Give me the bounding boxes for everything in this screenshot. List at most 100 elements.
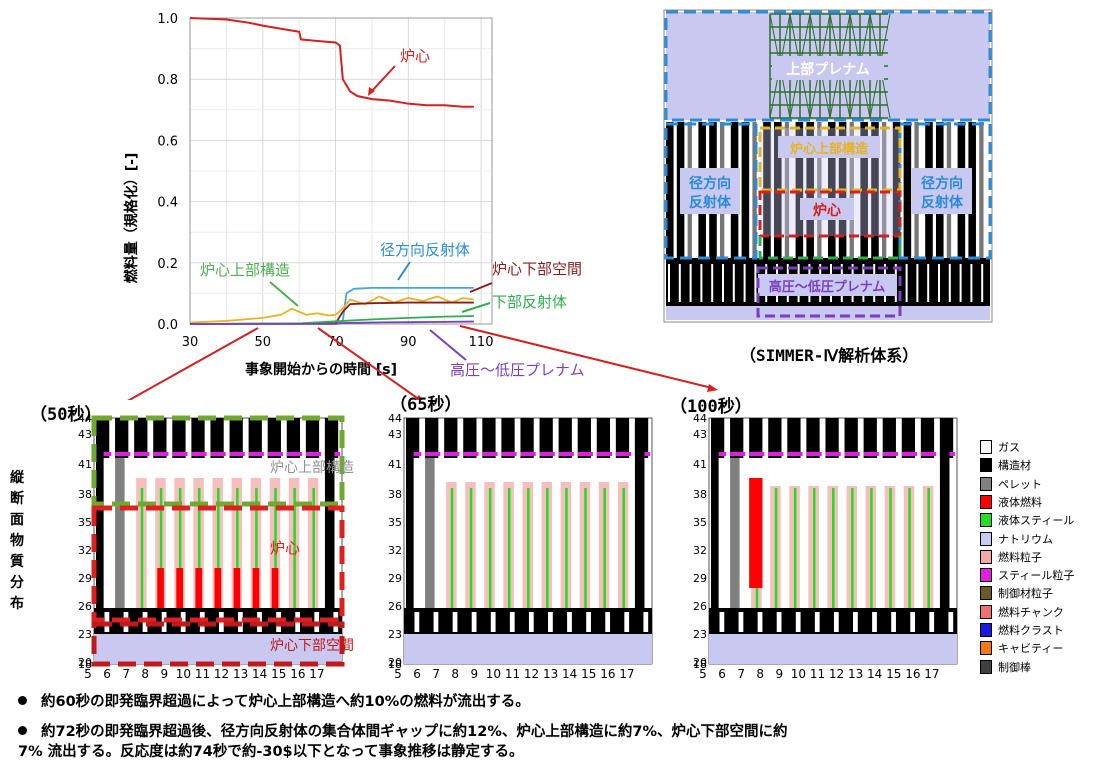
steel-particle-band [863, 452, 879, 456]
structure-cell [332, 418, 339, 458]
snapshot-y-tick: 43 [693, 428, 707, 441]
steel-particle-band [172, 452, 188, 456]
structure-cell [615, 418, 625, 458]
sodium-region [94, 634, 342, 664]
structure-cell [577, 418, 587, 458]
series-line [189, 295, 474, 324]
bullet-icon [18, 726, 27, 735]
lower-gap [916, 264, 919, 302]
structure-cell [489, 418, 496, 458]
steel-particle-band [134, 452, 150, 456]
lower-gap-cell [738, 612, 744, 632]
radial-right-bg [912, 168, 972, 214]
side-structure [96, 418, 104, 664]
snapshot-y-tick: 43 [78, 428, 92, 441]
legend-swatch [980, 641, 992, 656]
radial-left-label-2: 反射体 [689, 194, 732, 211]
steel-particle-band [425, 452, 441, 456]
liquid-steel-column [812, 488, 816, 608]
snapshot-x-tick: 12 [214, 667, 229, 681]
lower-gap-cell [910, 612, 916, 632]
core-outline [758, 190, 902, 238]
legend-item: スティール粒子 [980, 566, 1074, 584]
snapshot-y-tick: 44 [693, 412, 707, 425]
snapshot-y-tick: 20 [78, 656, 92, 669]
steel-particle-band [730, 452, 746, 456]
liquid-steel-column [312, 488, 315, 608]
snapshot-y-tick: 29 [388, 572, 402, 585]
structure-cell [210, 418, 220, 458]
pellet-column [425, 458, 435, 628]
liquid-steel-column [622, 488, 625, 608]
structure-cell [768, 418, 777, 458]
liquid-steel-column [793, 488, 797, 608]
legend-item: ナトリウム [980, 530, 1053, 548]
sodium-region [709, 634, 957, 664]
structure-cell [844, 418, 854, 458]
lower-gap [905, 264, 908, 302]
radial-left-outline [664, 122, 758, 260]
legend-label: 制御棒 [998, 660, 1031, 674]
snapshot-x-tick: 5 [699, 667, 707, 681]
liquid-steel-column [450, 488, 454, 608]
side-structure [634, 418, 645, 664]
lower-gap-cell [795, 612, 801, 632]
legend-label: 液体スティール [998, 514, 1075, 528]
legend-swatch [980, 604, 992, 619]
structure-cell [947, 418, 954, 458]
label-core: 炉心 [400, 47, 430, 65]
structure-cell [248, 418, 258, 458]
structure-cell [825, 418, 835, 458]
legend-swatch [980, 440, 992, 454]
lower-gap-cell [471, 612, 477, 632]
upper-plenum-label: 上部プレナム [786, 61, 870, 78]
snapshot-y-tick: 23 [693, 628, 707, 641]
structure-cell [749, 418, 758, 458]
snapshot-x-tick: 11 [810, 667, 825, 681]
snapshot-y-tick: 29 [693, 572, 707, 585]
legend-item: 液体スティール [980, 511, 1074, 529]
structure-cell [134, 418, 143, 458]
legend-item: 構造材 [980, 456, 1031, 474]
structure-cell [237, 418, 243, 458]
liquid-steel-column [546, 488, 549, 608]
upper-plenum-outline [664, 10, 992, 122]
core-column [979, 122, 984, 262]
snapshot-y-tick: 38 [693, 488, 707, 501]
legend-item: キャビティー [980, 639, 1063, 657]
structure-cell [890, 418, 896, 458]
side-structure [939, 418, 950, 664]
overlay-label-lower: 炉心下部空間 [270, 638, 354, 654]
x-axis-label: 事象開始からの時間 [s] [245, 361, 397, 378]
label-upper-structure: 炉心上部構造 [200, 261, 290, 279]
structure-cell [547, 418, 553, 458]
overlay-label-core: 炉心 [270, 539, 300, 557]
structure-cell [501, 418, 510, 458]
snapshot-x-tick: 9 [470, 667, 478, 681]
liquid-fuel-cell [157, 568, 164, 608]
snapshot-y-tick: 41 [78, 458, 92, 471]
radial-right-label-1: 径方向 [921, 175, 963, 192]
snapshot-x-tick: 17 [924, 667, 939, 681]
lower-gap-cell [833, 612, 839, 632]
arrow-to-100s-head [707, 384, 718, 392]
lower-gap-cell [433, 612, 439, 632]
steel-particle-band [482, 452, 498, 456]
lower-gap-cell [452, 612, 458, 632]
structure-cell [141, 418, 148, 458]
lower-gap-cell [548, 612, 553, 632]
lower-gap-cell [643, 612, 649, 632]
legend-item: ペレット [980, 475, 1042, 493]
structure-cell [275, 418, 281, 458]
x-tick-label: 90 [400, 335, 417, 350]
legend-label: 制御材粒子 [998, 587, 1053, 601]
core-bg [800, 198, 854, 220]
structure-cell [179, 418, 186, 458]
arrow-plenum [429, 329, 467, 361]
snapshot-x-tick: 15 [271, 667, 286, 681]
legend-swatch [980, 659, 992, 674]
plenum-label: 高圧～低圧プレナム [769, 279, 886, 295]
structure-cell [425, 418, 434, 458]
snapshot-x-tick: 8 [756, 667, 764, 681]
